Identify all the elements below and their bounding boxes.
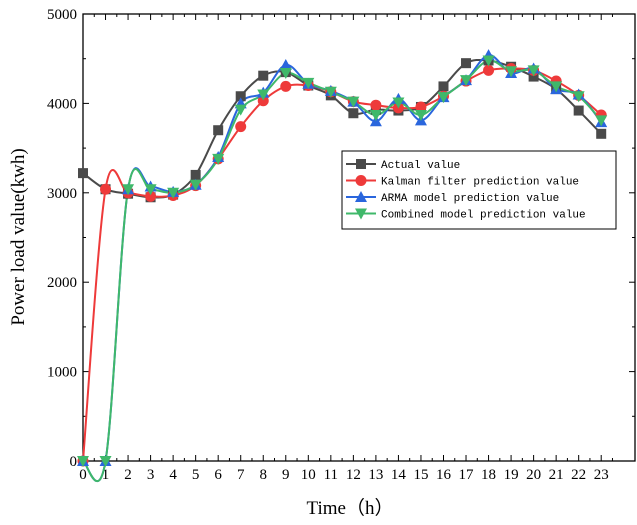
data-point-series-3 (212, 153, 225, 165)
x-tick-label: 1 (102, 467, 110, 483)
data-point-series-3 (572, 91, 585, 103)
x-tick-label: 15 (413, 467, 428, 483)
series-line-3 (82, 59, 602, 482)
data-point-series-2 (279, 58, 292, 70)
series-lines (82, 54, 602, 482)
data-point-series-3 (437, 92, 450, 104)
x-tick-label: 11 (324, 467, 338, 483)
data-point-series-1 (235, 121, 247, 133)
data-point-series-3 (482, 55, 495, 67)
data-point-series-3 (99, 456, 112, 467)
data-point-series-0 (213, 125, 224, 136)
x-tick-label: 17 (459, 467, 475, 483)
x-tick-label: 16 (436, 467, 452, 483)
legend-box (341, 150, 617, 230)
data-point-series-3 (302, 77, 315, 89)
x-tick-label: 8 (259, 467, 267, 483)
legend-marker-3 (355, 208, 367, 220)
legend-label-1: Kalman filter prediction value (381, 177, 579, 189)
x-tick-label: 14 (391, 467, 407, 483)
data-point-series-3 (279, 68, 292, 80)
data-point-series-3 (595, 115, 608, 127)
x-tick-label: 5 (192, 467, 200, 483)
series-line-1 (82, 67, 602, 462)
y-tick-label: 5000 (47, 7, 77, 23)
data-point-series-0 (438, 81, 449, 92)
data-point-series-0 (258, 70, 269, 81)
data-point-series-3 (347, 96, 360, 108)
y-tick-label: 3000 (47, 186, 77, 202)
data-point-series-3 (324, 86, 337, 98)
legend: Actual value Kalman filter prediction val… (341, 150, 617, 230)
legend-marker-0 (356, 159, 366, 169)
x-tick-label: 20 (526, 467, 541, 483)
y-tick-label: 4000 (47, 96, 77, 112)
axes: 0 1 2 3 4 5 6 7 8 9 10 11 12 13 14 15 16 17 18 19 20 21 22 2301… (47, 7, 636, 483)
data-point-series-1 (280, 80, 292, 92)
data-point-series-3 (77, 456, 89, 467)
data-point-series-0 (573, 105, 584, 116)
data-point-series-0 (190, 169, 201, 180)
series-line-2 (82, 54, 602, 482)
data-point-series-3 (460, 75, 473, 87)
data-point-series-0 (596, 128, 607, 139)
data-point-series-3 (167, 187, 180, 199)
x-tick-label: 4 (169, 467, 177, 483)
x-tick-label: 3 (147, 467, 155, 483)
legend-label-0: Actual value (381, 160, 460, 172)
x-tick-label: 10 (301, 467, 316, 483)
legend-label-3: Combined model prediction value (381, 210, 586, 222)
data-point-series-0 (528, 71, 539, 82)
data-point-series-3 (189, 179, 202, 191)
x-tick-label: 6 (214, 467, 222, 483)
x-tick-label: 9 (282, 467, 290, 483)
x-tick-label: 7 (237, 467, 245, 483)
data-point-series-3 (234, 104, 247, 116)
data-point-series-3 (369, 110, 382, 122)
x-tick-label: 0 (79, 467, 87, 483)
data-point-series-3 (122, 184, 135, 196)
y-axis-title: Power load value(kwh) (8, 148, 29, 325)
x-tick-label: 19 (504, 467, 519, 483)
y-tick-label: 0 (70, 454, 78, 470)
data-point-series-0 (78, 168, 88, 179)
data-point-series-1 (100, 183, 112, 195)
y-tick-label: 1000 (47, 365, 77, 381)
data-point-series-3 (392, 97, 405, 109)
data-point-series-1 (415, 101, 427, 113)
legend-label-2: ARMA model prediction value (381, 193, 559, 205)
data-point-series-3 (505, 66, 518, 78)
x-axis-title: Time（h） (307, 497, 394, 519)
y-tick-label: 2000 (47, 275, 77, 291)
legend-marker-1 (355, 175, 367, 186)
x-tick-label: 13 (368, 467, 383, 483)
data-point-series-3 (257, 89, 270, 101)
x-tick-label: 2 (124, 467, 132, 483)
data-point-series-1 (145, 190, 157, 202)
data-point-series-0 (348, 108, 359, 119)
data-point-series-3 (414, 110, 427, 122)
data-point-series-0 (235, 91, 246, 102)
data-point-series-1 (257, 95, 269, 107)
x-tick-label: 23 (594, 467, 609, 483)
data-point-series-1 (483, 64, 495, 76)
x-tick-label: 12 (346, 467, 361, 483)
data-point-series-3 (144, 184, 157, 196)
x-tick-label: 18 (481, 467, 496, 483)
x-tick-label: 22 (571, 467, 586, 483)
data-point-series-3 (550, 81, 563, 93)
data-point-series-0 (461, 58, 472, 69)
x-tick-label: 21 (549, 467, 564, 483)
series-markers (77, 49, 608, 467)
legend-marker-2 (355, 191, 367, 202)
data-point-series-1 (370, 99, 382, 111)
data-point-series-3 (527, 65, 540, 77)
